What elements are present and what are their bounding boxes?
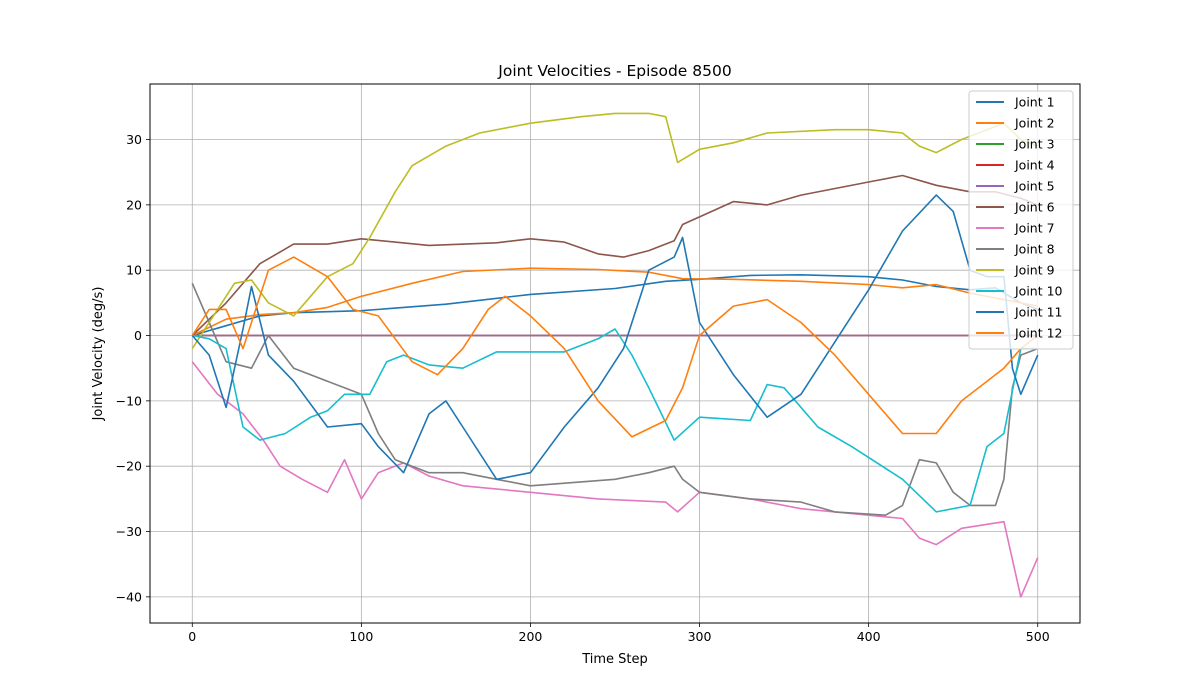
series-line-joint-12 [191,256,1039,438]
legend-label: Joint 7 [1014,221,1055,236]
series-layer [191,112,1039,598]
legend-label: Joint 8 [1014,242,1055,257]
x-tick-label: 0 [188,629,196,644]
series-line-joint-9 [191,112,1038,350]
series-line-joint-6 [191,174,1038,337]
legend-label: Joint 2 [1014,116,1055,131]
legend-label: Joint 12 [1014,326,1063,341]
chart-title: Joint Velocities - Episode 8500 [497,62,731,80]
plot-frame [149,83,1081,624]
y-axis: −40 −30 −20 −10 0 10 20 30 [116,132,150,604]
series-line-joint-8 [191,282,1038,516]
y-axis-label: Joint Velocity (deg/s) [91,287,106,422]
x-axis-label: Time Step [581,652,648,667]
series-line-joint-7 [191,361,1039,598]
legend: Joint 1 Joint 2 Joint 3 Joint 4 Joint 5 Joint… [968,90,1074,350]
legend-label: Joint 10 [1014,284,1063,299]
series-line-joint-11 [191,194,1039,481]
legend-label: Joint 4 [1014,158,1055,173]
legend-box [968,90,1074,350]
x-tick-label: 100 [349,629,373,644]
series-line-joint-10 [192,328,1038,513]
legend-label: Joint 11 [1014,305,1063,320]
y-tick-label: −40 [116,589,142,604]
x-tick-label: 400 [857,629,881,644]
y-tick-label: 0 [134,328,142,343]
y-tick-label: 30 [126,132,142,147]
y-tick-label: 20 [126,197,142,212]
y-tick-label: −30 [116,524,142,539]
y-tick-label: −10 [116,393,142,408]
x-tick-label: 500 [1026,629,1050,644]
y-tick-label: 10 [126,263,142,278]
x-tick-label: 200 [519,629,543,644]
x-tick-label: 300 [688,629,712,644]
legend-label: Joint 6 [1014,200,1055,215]
legend-label: Joint 5 [1014,179,1055,194]
x-axis: 0 100 200 300 400 500 [188,623,1050,644]
legend-label: Joint 9 [1014,263,1055,278]
legend-label: Joint 1 [1014,95,1055,110]
series-line-joint-2 [191,267,1038,337]
y-tick-label: −20 [116,459,142,474]
legend-label: Joint 3 [1014,137,1055,152]
